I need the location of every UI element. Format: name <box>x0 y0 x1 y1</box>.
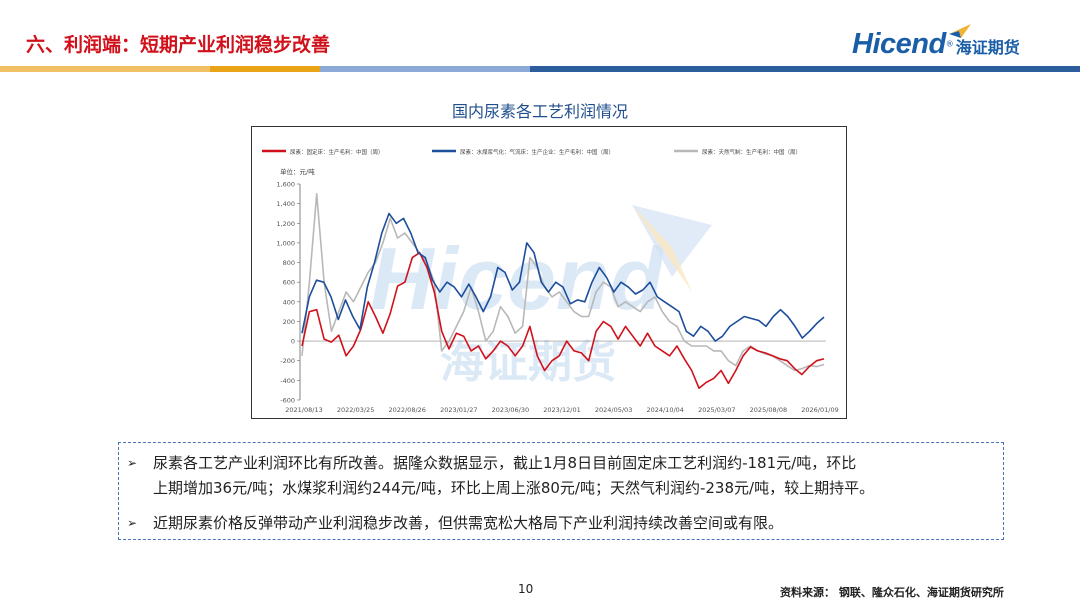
y-tick-label: 0 <box>291 338 295 346</box>
legend-label: 尿素：水煤浆气化：气流床：生产企业：生产毛利：中国（周） <box>460 148 614 156</box>
y-tick-label: 800 <box>283 259 295 267</box>
header-band <box>0 66 1080 72</box>
watermark-cn: 海证期货 <box>440 337 616 388</box>
note-line: 尿素各工艺产业利润环比有所改善。据隆众数据显示，截止1月8日目前固定床工艺利润约… <box>153 454 857 472</box>
page-number: 10 <box>518 582 534 596</box>
note-item: ➢ 尿素各工艺产业利润环比有所改善。据隆众数据显示，截止1月8日目前固定床工艺利… <box>127 451 997 501</box>
arrow-bullet-icon: ➢ <box>127 456 138 470</box>
slide-title: 六、利润端：短期产业利润稳步改善 <box>26 34 331 56</box>
x-tick-label: 2021/08/13 <box>285 406 322 414</box>
y-tick-label: -600 <box>280 397 295 405</box>
x-tick-label: 2022/08/26 <box>388 406 425 414</box>
y-tick-label: 600 <box>283 279 295 287</box>
logo-text: Hicend <box>852 28 946 60</box>
series-line <box>301 193 825 372</box>
legend-label: 尿素：固定床：生产毛利：中国（周） <box>290 148 384 156</box>
y-tick-label: 200 <box>283 318 295 326</box>
note-line: 上期增加36元/吨；水煤浆利润约244元/吨，环比上周上涨80元/吨；天然气利润… <box>153 479 875 497</box>
x-tick-label: 2025/08/08 <box>750 406 787 414</box>
x-tick-label: 2024/05/03 <box>595 406 632 414</box>
x-tick-label: 2023/12/01 <box>543 406 580 414</box>
chart-title: 国内尿素各工艺利润情况 <box>451 102 628 121</box>
watermark-swoosh-icon <box>632 205 712 277</box>
watermark-swoosh-icon <box>632 205 692 292</box>
series-line <box>301 251 825 390</box>
y-tick-label: 1,200 <box>276 220 295 228</box>
y-tick-label: -400 <box>280 377 295 385</box>
watermark-text: Hicend <box>370 229 666 328</box>
x-tick-label: 2023/01/27 <box>440 406 477 414</box>
notes-box: ➢ 尿素各工艺产业利润环比有所改善。据隆众数据显示，截止1月8日目前固定床工艺利… <box>118 442 1004 540</box>
logo-cn: 海证期货 <box>955 38 1020 57</box>
y-tick-label: 1,400 <box>276 200 295 208</box>
y-tick-label: -200 <box>280 357 295 365</box>
chart-frame: Hicend 海证期货 尿素：固定床：生产毛利：中国（周） 尿素：水煤浆气化：气流床：… <box>251 126 847 419</box>
x-tick-label: 2024/10/04 <box>646 406 683 414</box>
note-item: ➢ 近期尿素价格反弹带动产业利润稳步改善，但供需宽松大格局下产业利润持续改善空间… <box>127 511 997 536</box>
unit-label: 单位：元/吨 <box>280 167 315 176</box>
x-tick-label: 2023/06/30 <box>492 406 529 414</box>
brand-logo: Hicend® 海证期货 <box>852 24 1020 64</box>
x-tick-label: 2022/03/25 <box>337 406 374 414</box>
profit-line-chart: Hicend 海证期货 尿素：固定床：生产毛利：中国（周） 尿素：水煤浆气化：气流床：… <box>262 148 839 414</box>
source-note: 资料来源： 钢联、隆众石化、海证期货研究所 <box>780 586 1004 599</box>
y-tick-label: 400 <box>283 298 295 306</box>
logo-swoosh-icon <box>949 24 971 38</box>
arrow-bullet-icon: ➢ <box>127 516 138 530</box>
legend-label: 尿素：天然气制：生产毛利：中国（周） <box>702 148 801 156</box>
y-tick-label: 1,600 <box>276 181 295 189</box>
series-line <box>301 212 825 342</box>
registered-mark-icon: ® <box>945 39 954 49</box>
y-tick-label: 1,000 <box>276 239 295 247</box>
x-tick-label: 2025/03/07 <box>698 406 735 414</box>
x-tick-label: 2026/01/09 <box>801 406 838 414</box>
note-line: 近期尿素价格反弹带动产业利润稳步改善，但供需宽松大格局下产业利润持续改善空间或有… <box>153 514 784 532</box>
